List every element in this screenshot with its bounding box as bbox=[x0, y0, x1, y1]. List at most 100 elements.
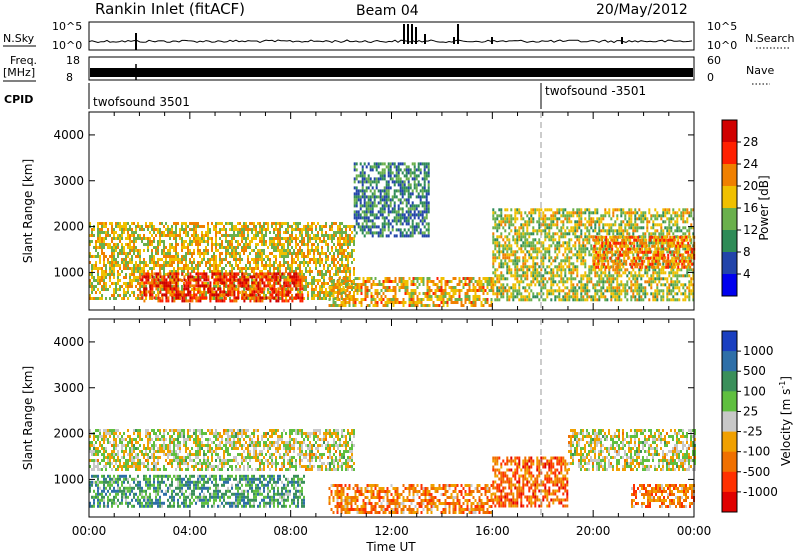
echo-cell bbox=[137, 234, 139, 237]
echo-cell bbox=[313, 279, 315, 282]
echo-cell bbox=[355, 192, 358, 196]
echo-cell bbox=[492, 253, 495, 257]
echo-cell bbox=[105, 237, 107, 240]
echo-cell bbox=[512, 259, 515, 263]
echo-cell bbox=[265, 222, 267, 225]
echo-cell bbox=[263, 240, 265, 243]
echo-cell bbox=[261, 290, 264, 294]
echo-cell bbox=[265, 284, 268, 288]
echo-cell bbox=[391, 210, 394, 214]
echo-cell bbox=[387, 219, 390, 223]
echo-cell bbox=[195, 237, 197, 240]
echo-cell bbox=[413, 180, 416, 184]
echo-cell bbox=[454, 298, 457, 301]
echo-cell bbox=[413, 204, 416, 208]
echo-cell bbox=[253, 234, 255, 237]
echo-cell bbox=[93, 267, 95, 270]
echo-cell bbox=[594, 220, 597, 224]
echo-cell bbox=[580, 295, 583, 299]
echo-cell bbox=[161, 281, 164, 285]
echo-cell bbox=[187, 275, 190, 279]
echo-cell bbox=[175, 270, 177, 273]
echo-cell bbox=[606, 298, 609, 302]
echo-cell bbox=[289, 270, 291, 273]
echo-cell bbox=[347, 234, 349, 237]
echo-cell bbox=[197, 234, 199, 237]
echo-cell bbox=[325, 288, 327, 291]
echo-cell bbox=[472, 283, 475, 286]
echo-cell bbox=[251, 222, 253, 225]
echo-cell bbox=[199, 290, 202, 294]
echo-cell bbox=[500, 211, 503, 215]
echo-cell bbox=[550, 214, 553, 218]
echo-cell bbox=[526, 289, 529, 293]
echo-cell bbox=[600, 271, 603, 275]
echo-cell bbox=[590, 295, 593, 299]
echo-cell bbox=[554, 211, 557, 215]
echo-cell bbox=[149, 267, 151, 270]
echo-cell bbox=[510, 223, 513, 227]
echo-cell bbox=[241, 249, 243, 252]
echo-cell bbox=[389, 222, 392, 226]
echo-cell bbox=[117, 252, 119, 255]
echo-cell bbox=[377, 234, 380, 238]
echo-cell bbox=[544, 229, 547, 233]
echo-cell bbox=[327, 291, 329, 294]
echo-cell bbox=[558, 217, 561, 221]
echo-cell bbox=[614, 220, 617, 224]
echo-cell bbox=[546, 280, 549, 284]
echo-cell bbox=[271, 264, 273, 267]
echo-cell bbox=[393, 204, 396, 208]
echo-cell bbox=[397, 216, 400, 220]
echo-cell bbox=[229, 293, 232, 297]
echo-cell bbox=[502, 265, 505, 269]
echo-cell bbox=[367, 207, 370, 211]
echo-cell bbox=[257, 249, 259, 252]
echo-cell bbox=[159, 279, 161, 282]
echo-cell bbox=[604, 298, 607, 302]
echo-cell bbox=[427, 222, 430, 226]
echo-cell bbox=[516, 250, 519, 254]
echo-cell bbox=[135, 297, 137, 300]
echo-cell bbox=[403, 192, 406, 196]
echo-cell bbox=[508, 232, 511, 236]
echo-cell bbox=[528, 253, 531, 257]
echo-cell bbox=[534, 277, 537, 281]
echo-cell bbox=[516, 235, 519, 239]
echo-cell bbox=[416, 304, 419, 307]
echo-cell bbox=[610, 265, 613, 269]
echo-cell bbox=[500, 217, 503, 221]
echo-cell bbox=[297, 228, 299, 231]
echo-cell bbox=[271, 290, 274, 294]
echo-cell bbox=[167, 296, 170, 300]
echo-cell bbox=[91, 255, 93, 258]
echo-cell bbox=[131, 273, 133, 276]
echo-cell bbox=[215, 255, 217, 258]
echo-cell bbox=[297, 272, 300, 276]
echo-cell bbox=[407, 165, 410, 169]
echo-cell bbox=[285, 288, 287, 291]
echo-cell bbox=[584, 292, 587, 296]
echo-cell bbox=[139, 255, 141, 258]
echo-cell bbox=[221, 270, 223, 273]
echo-cell bbox=[508, 214, 511, 218]
echo-cell bbox=[460, 298, 463, 301]
echo-cell bbox=[452, 292, 455, 295]
echo-cell bbox=[347, 258, 349, 261]
echo-cell bbox=[107, 228, 109, 231]
echo-cell bbox=[175, 275, 178, 279]
echo-cell bbox=[287, 231, 289, 234]
echo-cell bbox=[401, 180, 404, 184]
echo-cell bbox=[608, 271, 611, 275]
echo-cell bbox=[261, 296, 264, 300]
echo-cell bbox=[301, 228, 303, 231]
echo-cell bbox=[253, 293, 256, 297]
echo-cell bbox=[407, 168, 410, 172]
echo-cell bbox=[381, 195, 384, 199]
echo-cell bbox=[95, 291, 97, 294]
echo-cell bbox=[291, 267, 293, 270]
echo-cell bbox=[317, 249, 319, 252]
echo-cell bbox=[159, 237, 161, 240]
echo-cell bbox=[568, 256, 571, 260]
echo-cell bbox=[301, 299, 304, 303]
